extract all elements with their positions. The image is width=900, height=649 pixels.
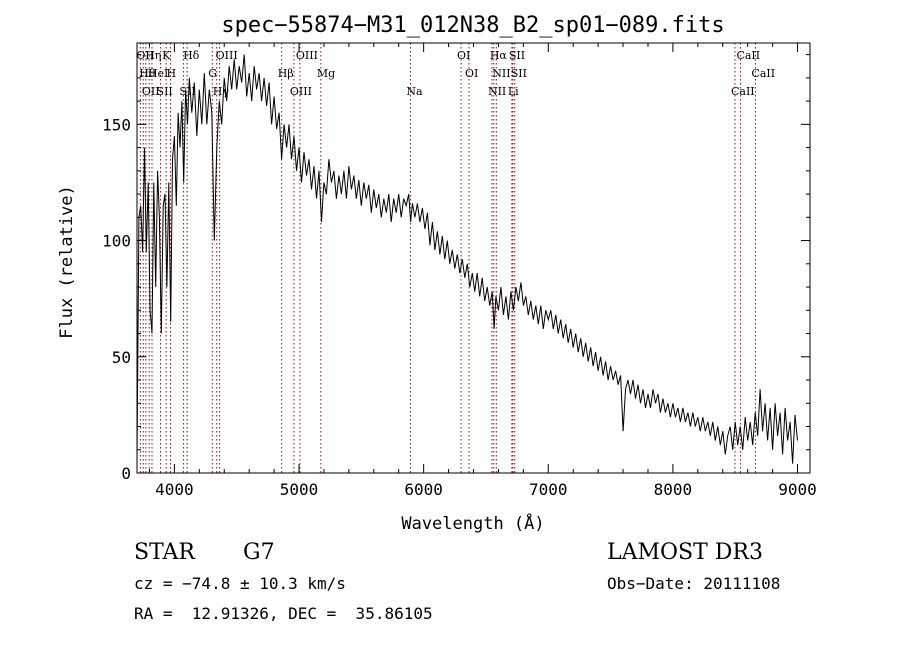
spectral-line-label: NII <box>492 67 510 80</box>
y-axis-ticks: 0 50 100 150 <box>102 54 810 483</box>
spectral-line-label: Hδ <box>183 49 200 62</box>
spectral-line-label: SII <box>179 85 195 98</box>
survey-name: LAMOST DR3 <box>607 540 763 565</box>
plot-frame <box>136 42 811 474</box>
spectral-line-markers <box>139 43 756 473</box>
spectral-line-label: NII <box>488 85 506 98</box>
x-tick-label: 6000 <box>404 480 443 499</box>
object-class: STAR <box>134 540 195 565</box>
spectral-line-label: Mg <box>317 67 335 80</box>
chart-title: spec−55874−M31_012N38_B2_sp01−089.fits <box>221 13 724 38</box>
spectral-line-label: OI <box>465 67 478 80</box>
spectral-line-label: CaII <box>731 85 755 98</box>
spectral-line-label: OIII <box>216 49 238 62</box>
x-tick-label: 8000 <box>654 480 693 499</box>
spectral-line-label: K <box>162 49 171 62</box>
x-axis-ticks: 4000 5000 6000 7000 8000 9000 <box>148 43 817 499</box>
spectral-line-label: H <box>167 67 177 80</box>
redshift-velocity: cz = −74.8 ± 10.3 km/s <box>134 574 346 593</box>
y-tick-label: 50 <box>112 348 131 367</box>
spectral-line-label: SII <box>511 67 527 80</box>
spectral-line-label: CaII <box>736 49 760 62</box>
spectral-line-label: OII <box>142 85 160 98</box>
spectral-line-label: Hη <box>145 49 161 62</box>
flux-series-line <box>136 54 798 464</box>
observation-date: Obs−Date: 20111108 <box>607 574 781 593</box>
spectral-line-label: Li <box>508 85 519 98</box>
spectral-line-label: SII <box>509 49 525 62</box>
spectral-line-label: Hβ <box>278 67 294 80</box>
spectral-line-label: SII <box>157 85 173 98</box>
spectral-line-label: Na <box>406 85 423 98</box>
y-tick-label: 0 <box>121 464 131 483</box>
spectral-line-label: OIII <box>290 85 312 98</box>
spectral-line-label: OIII <box>296 49 318 62</box>
spectral-line-label: OII <box>136 49 154 62</box>
x-tick-label: 9000 <box>778 480 817 499</box>
coordinates: RA = 12.91326, DEC = 35.86105 <box>134 604 433 623</box>
y-tick-label: 100 <box>102 232 131 251</box>
spectral-line-labels: OIIHθOIIHηHeISIIKHSIIHδGHγOIIIHβOIIIOIII… <box>136 49 775 98</box>
x-tick-label: 4000 <box>155 480 194 499</box>
spectral-line-label: Hθ <box>139 67 156 80</box>
object-subclass: G7 <box>243 540 275 565</box>
x-tick-label: 7000 <box>529 480 568 499</box>
spectral-line-label: Hα <box>490 49 508 62</box>
spectral-line-label: HeI <box>148 67 168 80</box>
x-tick-label: 5000 <box>280 480 319 499</box>
y-tick-label: 150 <box>102 115 131 134</box>
x-axis-label: Wavelength (Å) <box>401 512 544 534</box>
spectral-line-label: OI <box>457 49 470 62</box>
y-axis-label: Flux (relative) <box>57 185 77 339</box>
spectral-line-label: G <box>208 67 217 80</box>
spectral-line-label: CaII <box>751 67 775 80</box>
